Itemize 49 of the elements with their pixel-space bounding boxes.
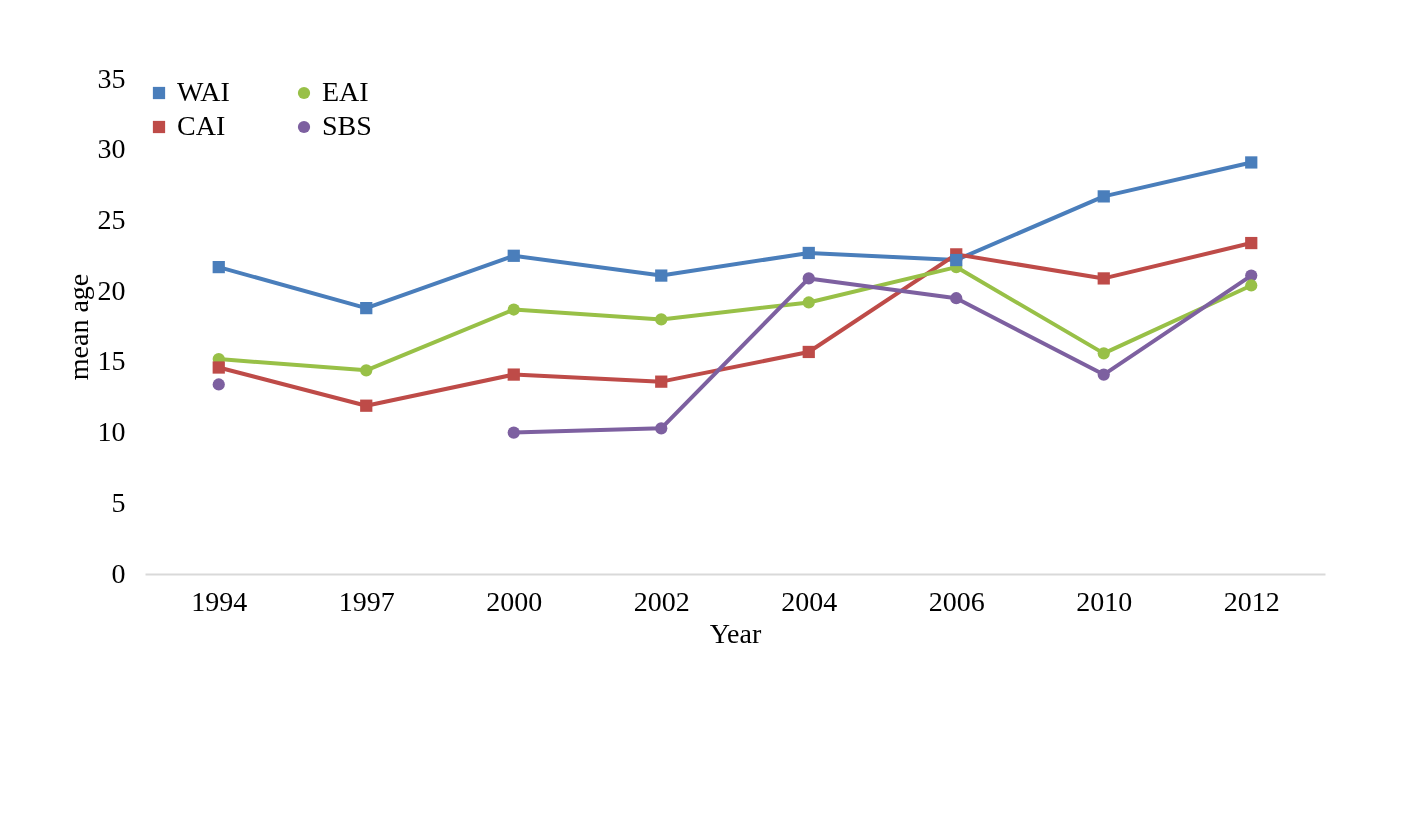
y-axis-title: mean age	[62, 273, 94, 381]
point	[802, 246, 815, 260]
point	[802, 345, 815, 359]
point	[655, 313, 668, 326]
y-tick-label: 10	[97, 416, 126, 448]
y-tick-label: 15	[97, 345, 126, 377]
point	[655, 269, 668, 282]
point	[802, 272, 815, 285]
point	[655, 422, 668, 435]
point	[212, 378, 225, 391]
point	[1097, 368, 1110, 381]
y-tick-label: 30	[97, 133, 126, 165]
point	[360, 399, 373, 412]
point	[1245, 236, 1258, 250]
legend-label: WAI	[177, 76, 230, 107]
legend-label: EAI	[322, 76, 369, 107]
x-tick-label: 2004	[781, 585, 838, 617]
point	[1245, 156, 1258, 169]
point	[1097, 190, 1110, 203]
point	[950, 292, 963, 305]
point	[212, 260, 225, 274]
point	[212, 361, 225, 374]
point	[507, 249, 520, 262]
x-tick-label: 2000	[486, 585, 543, 617]
x-tick-label: 2002	[633, 585, 690, 617]
y-tick-label: 35	[97, 62, 126, 94]
point	[507, 426, 520, 439]
point	[360, 301, 373, 315]
x-tick-label: 1994	[191, 585, 248, 617]
x-tick-label: 2012	[1223, 585, 1280, 617]
y-tick-label: 0	[111, 557, 126, 589]
legend-label: SBS	[322, 110, 372, 141]
y-tick-label: 20	[97, 274, 126, 306]
point	[655, 375, 668, 388]
x-tick-label: 1997	[338, 585, 395, 617]
point	[507, 368, 520, 381]
x-axis-title: Year	[709, 617, 762, 649]
legend-label: CAI	[177, 110, 226, 141]
y-tick-label: 25	[97, 203, 126, 235]
point	[360, 364, 373, 377]
x-tick-label: 2006	[928, 585, 985, 617]
point	[1097, 347, 1110, 360]
point	[507, 303, 520, 316]
y-tick-label: 5	[111, 486, 126, 518]
x-tick-label: 2010	[1076, 585, 1133, 617]
point	[1097, 272, 1110, 285]
point	[802, 296, 815, 309]
point	[1245, 279, 1258, 292]
point	[950, 253, 963, 267]
